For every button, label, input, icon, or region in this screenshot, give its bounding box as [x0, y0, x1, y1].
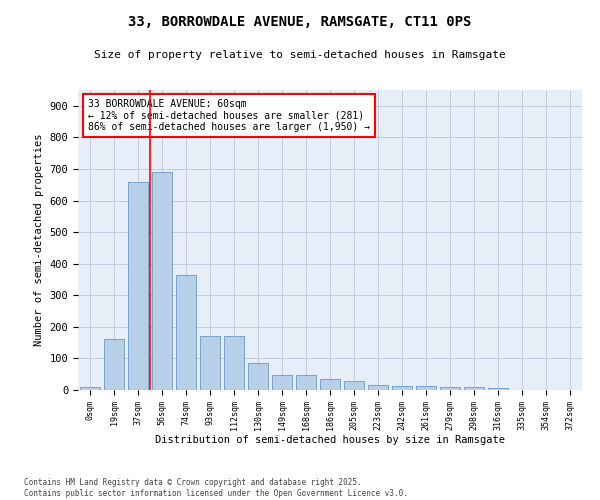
- Text: 33 BORROWDALE AVENUE: 60sqm
← 12% of semi-detached houses are smaller (281)
86% : 33 BORROWDALE AVENUE: 60sqm ← 12% of sem…: [88, 99, 370, 132]
- Bar: [368, 386, 388, 390]
- Y-axis label: Number of semi-detached properties: Number of semi-detached properties: [34, 134, 44, 346]
- Bar: [104, 340, 124, 390]
- Bar: [248, 363, 268, 390]
- Bar: [296, 375, 316, 390]
- Bar: [440, 387, 460, 390]
- Text: Contains HM Land Registry data © Crown copyright and database right 2025.
Contai: Contains HM Land Registry data © Crown c…: [24, 478, 408, 498]
- X-axis label: Distribution of semi-detached houses by size in Ramsgate: Distribution of semi-detached houses by …: [155, 436, 505, 446]
- Bar: [392, 386, 412, 390]
- Bar: [80, 388, 100, 390]
- Bar: [224, 336, 244, 390]
- Text: 33, BORROWDALE AVENUE, RAMSGATE, CT11 0PS: 33, BORROWDALE AVENUE, RAMSGATE, CT11 0P…: [128, 15, 472, 29]
- Bar: [152, 172, 172, 390]
- Bar: [128, 182, 148, 390]
- Text: Size of property relative to semi-detached houses in Ramsgate: Size of property relative to semi-detach…: [94, 50, 506, 60]
- Bar: [344, 380, 364, 390]
- Bar: [176, 274, 196, 390]
- Bar: [200, 336, 220, 390]
- Bar: [416, 386, 436, 390]
- Bar: [488, 388, 508, 390]
- Bar: [464, 387, 484, 390]
- Bar: [320, 379, 340, 390]
- Bar: [272, 375, 292, 390]
